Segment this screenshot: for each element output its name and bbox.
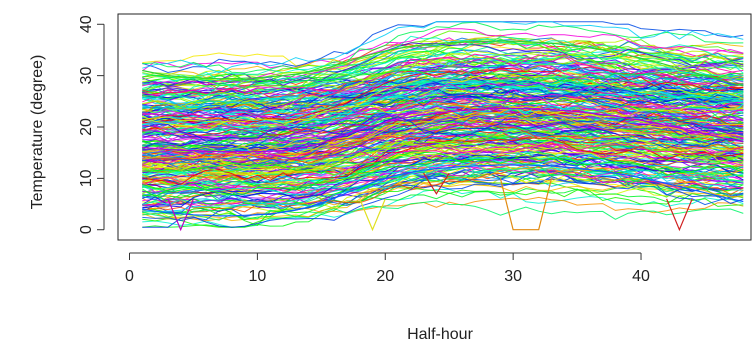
series-line — [142, 151, 744, 174]
x-tick-label: 40 — [632, 268, 650, 285]
y-tick-label: 30 — [78, 67, 95, 85]
series-line — [142, 151, 744, 213]
series-line — [142, 134, 744, 182]
series-line — [142, 168, 744, 228]
series-line — [142, 154, 744, 209]
series-line — [142, 137, 744, 186]
series-line — [142, 35, 744, 80]
series-line — [142, 187, 744, 226]
anomaly-line — [499, 178, 553, 231]
series-line — [142, 166, 744, 228]
x-tick-label: 20 — [376, 268, 394, 285]
y-axis-title: Temperature (degree) — [29, 55, 46, 210]
series-line — [142, 113, 744, 156]
series-line — [142, 63, 744, 114]
series-line — [142, 141, 744, 164]
series-line — [142, 163, 744, 195]
y-tick-label: 20 — [78, 118, 95, 136]
series-line — [142, 50, 744, 84]
x-axis: 0 10 20 30 40 — [125, 252, 650, 285]
series-line — [142, 65, 744, 97]
series-line — [142, 81, 744, 128]
series-line — [142, 85, 744, 118]
series-line — [142, 116, 744, 142]
representative-series-line — [142, 107, 744, 153]
y-tick-label: 0 — [78, 225, 95, 234]
y-axis: 0 10 20 30 40 — [78, 15, 105, 234]
series-line — [142, 162, 744, 193]
anomaly-line — [167, 198, 194, 232]
series-line — [142, 200, 744, 221]
series-line — [142, 98, 744, 123]
series-line — [142, 21, 744, 74]
series-line — [142, 168, 744, 218]
x-tick-label: 0 — [125, 268, 134, 285]
series-line — [142, 21, 744, 74]
series-line — [142, 133, 744, 193]
series-line — [142, 98, 744, 124]
series-line — [142, 126, 744, 158]
representative-series-line — [142, 164, 744, 217]
x-tick-label: 30 — [504, 268, 522, 285]
series-line — [142, 88, 744, 123]
plot-frame — [117, 13, 752, 241]
anomaly-line — [359, 198, 386, 232]
anomaly-layer — [167, 172, 693, 232]
series-line — [142, 131, 744, 173]
series-line — [142, 76, 744, 138]
series-layer — [141, 21, 744, 228]
x-tick-label: 10 — [248, 268, 266, 285]
series-line — [142, 55, 744, 84]
series-line — [142, 111, 744, 172]
series-line — [142, 106, 744, 160]
anomaly-line — [666, 198, 693, 232]
series-line — [142, 38, 744, 82]
series-line — [142, 116, 744, 162]
y-tick-label: 40 — [78, 15, 95, 33]
series-line — [142, 58, 744, 101]
series-line — [142, 57, 744, 106]
series-line — [142, 71, 744, 132]
series-line — [142, 64, 744, 100]
representative-series-line — [142, 40, 744, 87]
series-line — [142, 127, 744, 154]
series-line — [142, 105, 744, 159]
series-line — [142, 167, 744, 208]
y-tick-label: 10 — [78, 169, 95, 187]
series-line — [142, 146, 744, 173]
series-line — [142, 66, 744, 86]
series-line — [142, 53, 744, 120]
series-line — [142, 144, 744, 190]
series-line — [142, 46, 744, 101]
series-line — [142, 96, 744, 119]
x-axis-title: Half-hour — [407, 326, 473, 343]
series-line — [142, 130, 744, 174]
series-line — [142, 196, 744, 222]
anomaly-line — [423, 172, 450, 195]
